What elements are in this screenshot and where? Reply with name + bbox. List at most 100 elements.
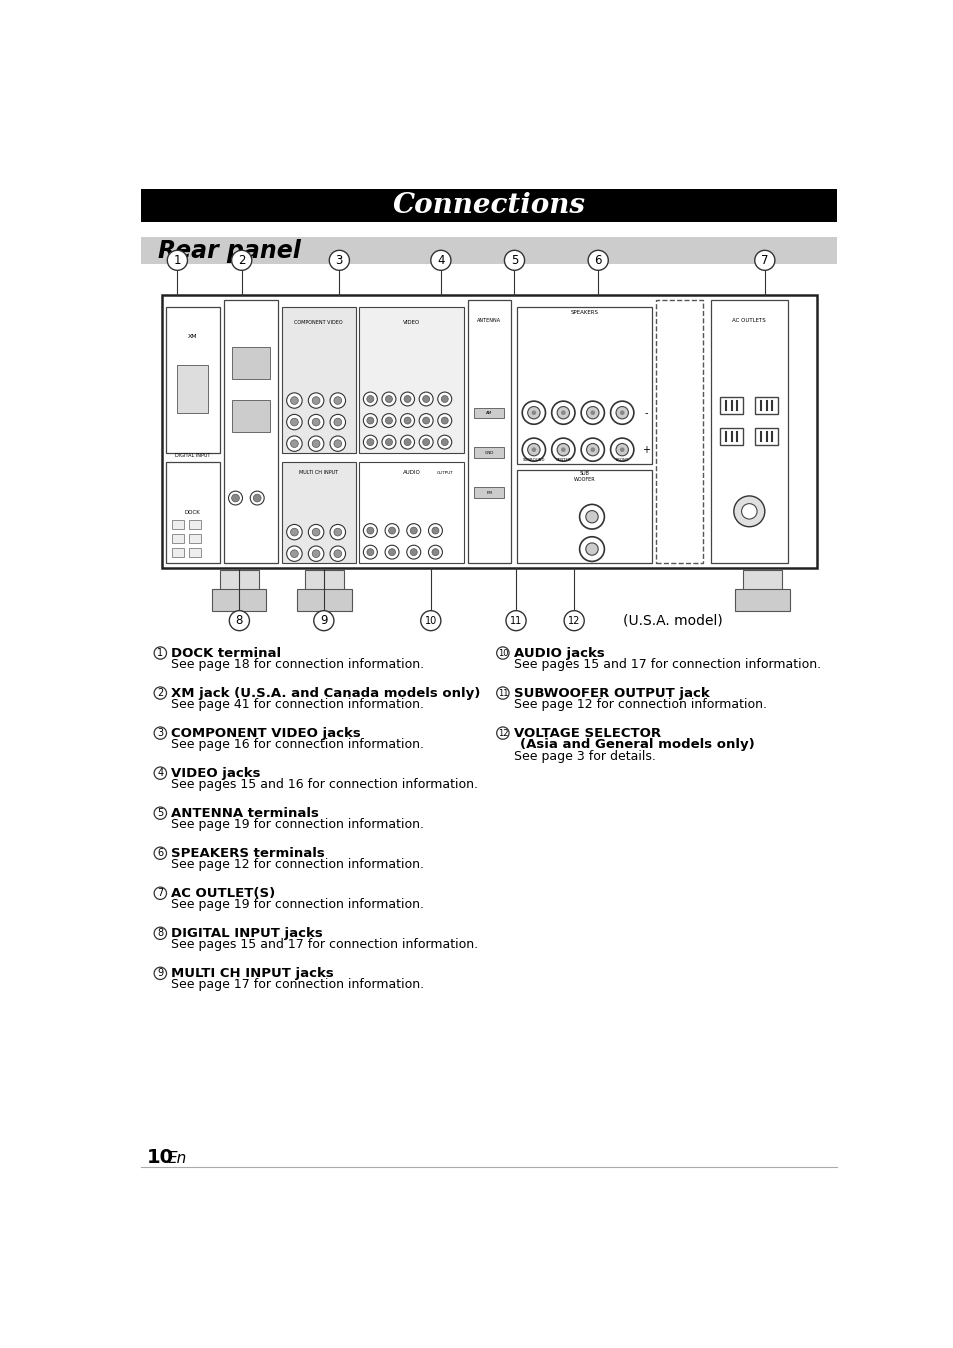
Circle shape bbox=[410, 549, 416, 555]
Circle shape bbox=[334, 396, 341, 404]
Circle shape bbox=[154, 687, 167, 700]
Circle shape bbox=[385, 438, 392, 446]
Circle shape bbox=[404, 417, 411, 425]
Circle shape bbox=[579, 504, 604, 528]
Circle shape bbox=[610, 402, 633, 425]
Text: -: - bbox=[644, 407, 647, 418]
Text: SPEAKERS: SPEAKERS bbox=[570, 310, 598, 314]
Bar bbox=[177, 365, 208, 412]
Circle shape bbox=[385, 395, 392, 403]
Circle shape bbox=[286, 435, 302, 452]
Text: See page 19 for connection information.: See page 19 for connection information. bbox=[171, 898, 424, 911]
Circle shape bbox=[404, 395, 411, 403]
Text: AUDIO jacks: AUDIO jacks bbox=[513, 647, 604, 659]
Circle shape bbox=[400, 414, 415, 427]
Circle shape bbox=[587, 251, 608, 271]
Circle shape bbox=[428, 523, 442, 538]
Circle shape bbox=[312, 418, 319, 426]
Circle shape bbox=[580, 438, 604, 461]
Text: ANTENNA: ANTENNA bbox=[476, 318, 501, 322]
Text: Rear panel: Rear panel bbox=[158, 239, 300, 263]
Bar bbox=[754, 427, 778, 445]
Bar bbox=[517, 470, 652, 563]
Circle shape bbox=[308, 524, 323, 539]
Circle shape bbox=[363, 523, 377, 538]
Text: 5: 5 bbox=[510, 253, 517, 267]
Circle shape bbox=[733, 496, 764, 527]
Circle shape bbox=[580, 402, 604, 425]
Text: 9: 9 bbox=[157, 968, 163, 979]
Text: 12: 12 bbox=[567, 616, 579, 625]
Circle shape bbox=[418, 414, 433, 427]
Bar bbox=[754, 398, 778, 414]
Text: (U.S.A. model): (U.S.A. model) bbox=[622, 613, 722, 628]
Text: See page 16 for connection information.: See page 16 for connection information. bbox=[171, 739, 424, 751]
Circle shape bbox=[367, 527, 374, 534]
Circle shape bbox=[286, 546, 302, 561]
Circle shape bbox=[551, 402, 575, 425]
Circle shape bbox=[330, 435, 345, 452]
Circle shape bbox=[563, 611, 583, 631]
Circle shape bbox=[437, 435, 452, 449]
Circle shape bbox=[590, 410, 595, 415]
Text: DOCK terminal: DOCK terminal bbox=[171, 647, 281, 659]
Circle shape bbox=[329, 251, 349, 271]
Circle shape bbox=[431, 251, 451, 271]
Circle shape bbox=[154, 887, 167, 899]
Circle shape bbox=[291, 528, 298, 537]
Circle shape bbox=[388, 549, 395, 555]
Bar bbox=[189, 534, 201, 543]
Text: 3: 3 bbox=[335, 253, 343, 267]
Text: VIDEO jacks: VIDEO jacks bbox=[171, 767, 260, 779]
Text: See page 19 for connection information.: See page 19 for connection information. bbox=[171, 818, 424, 832]
Circle shape bbox=[418, 392, 433, 406]
Bar bbox=[468, 301, 510, 563]
Circle shape bbox=[229, 491, 242, 506]
Circle shape bbox=[312, 439, 319, 448]
Text: See page 12 for connection information.: See page 12 for connection information. bbox=[513, 698, 766, 712]
Circle shape bbox=[363, 414, 377, 427]
Circle shape bbox=[428, 545, 442, 559]
Circle shape bbox=[154, 927, 167, 940]
Text: GND: GND bbox=[484, 450, 494, 454]
Text: 1: 1 bbox=[157, 648, 163, 658]
Circle shape bbox=[400, 392, 415, 406]
Text: DOCK: DOCK bbox=[185, 510, 200, 515]
Text: 8: 8 bbox=[157, 929, 163, 938]
Circle shape bbox=[367, 417, 374, 425]
Circle shape bbox=[521, 438, 545, 461]
Bar bbox=[735, 589, 789, 611]
Circle shape bbox=[330, 546, 345, 561]
Text: XM: XM bbox=[188, 333, 197, 338]
Circle shape bbox=[586, 407, 598, 419]
Text: AUDIO: AUDIO bbox=[402, 470, 420, 474]
Circle shape bbox=[616, 443, 628, 456]
Circle shape bbox=[314, 611, 334, 631]
Circle shape bbox=[385, 523, 398, 538]
Text: VIDEO: VIDEO bbox=[403, 321, 420, 325]
Circle shape bbox=[441, 395, 448, 403]
Text: See page 18 for connection information.: See page 18 for connection information. bbox=[171, 658, 424, 671]
Bar bbox=[189, 547, 201, 557]
Bar bbox=[162, 295, 816, 569]
Bar bbox=[189, 520, 201, 528]
Circle shape bbox=[312, 528, 319, 537]
Bar bbox=[212, 589, 266, 611]
Circle shape bbox=[291, 550, 298, 558]
Circle shape bbox=[330, 524, 345, 539]
Circle shape bbox=[422, 438, 429, 446]
Circle shape bbox=[560, 410, 565, 415]
Text: See pages 15 and 16 for connection information.: See pages 15 and 16 for connection infor… bbox=[171, 778, 477, 791]
Circle shape bbox=[437, 414, 452, 427]
Circle shape bbox=[557, 407, 569, 419]
Circle shape bbox=[754, 251, 774, 271]
Bar bbox=[166, 462, 220, 563]
Text: 8: 8 bbox=[235, 615, 243, 627]
Circle shape bbox=[312, 550, 319, 558]
Text: XM jack (U.S.A. and Canada models only): XM jack (U.S.A. and Canada models only) bbox=[171, 686, 480, 700]
Text: 12: 12 bbox=[497, 729, 508, 737]
Text: DIGITAL INPUT jacks: DIGITAL INPUT jacks bbox=[171, 927, 322, 940]
Text: See pages 15 and 17 for connection information.: See pages 15 and 17 for connection infor… bbox=[513, 658, 820, 671]
Text: AC OUTLETS: AC OUTLETS bbox=[732, 318, 765, 322]
Bar bbox=[710, 301, 787, 563]
